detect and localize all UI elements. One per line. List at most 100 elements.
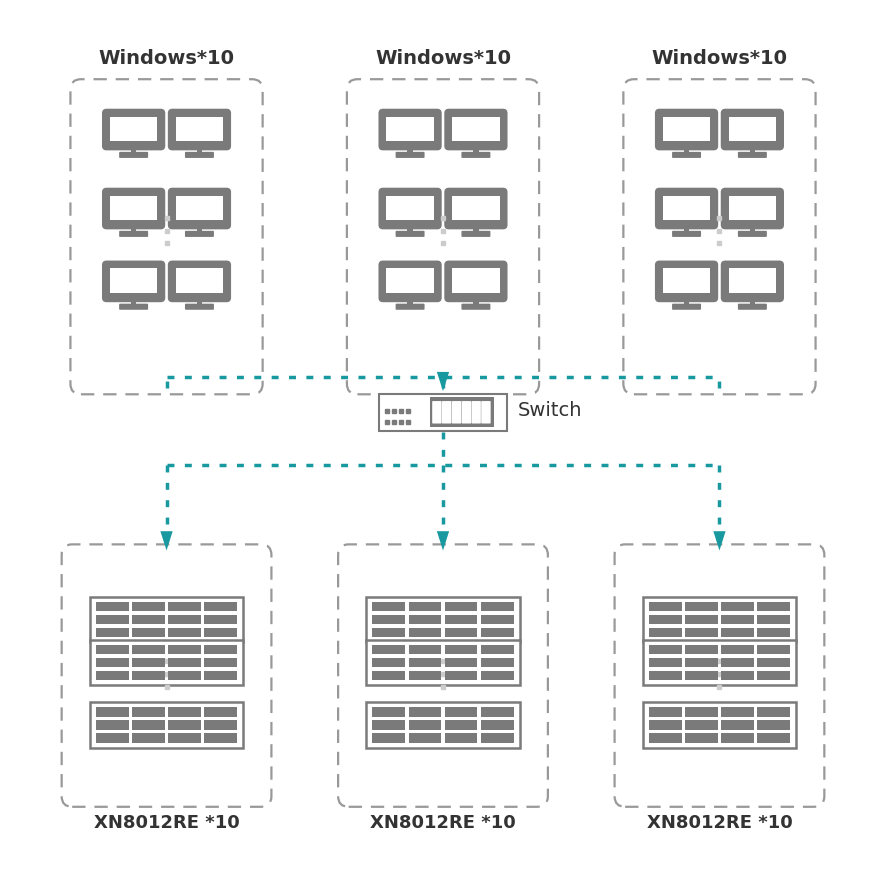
FancyBboxPatch shape — [445, 110, 507, 150]
FancyBboxPatch shape — [663, 117, 711, 143]
FancyBboxPatch shape — [649, 720, 681, 730]
FancyBboxPatch shape — [408, 707, 441, 717]
FancyBboxPatch shape — [168, 110, 230, 150]
Polygon shape — [437, 372, 449, 392]
FancyBboxPatch shape — [119, 304, 148, 310]
FancyBboxPatch shape — [205, 707, 237, 717]
FancyBboxPatch shape — [366, 640, 520, 685]
FancyBboxPatch shape — [205, 628, 237, 637]
FancyBboxPatch shape — [132, 628, 165, 637]
Bar — [750, 146, 755, 152]
Bar — [408, 225, 413, 232]
FancyBboxPatch shape — [168, 261, 230, 301]
FancyBboxPatch shape — [89, 597, 244, 642]
FancyBboxPatch shape — [758, 720, 790, 730]
FancyBboxPatch shape — [659, 141, 714, 146]
FancyBboxPatch shape — [372, 720, 405, 730]
FancyBboxPatch shape — [185, 231, 214, 237]
FancyBboxPatch shape — [106, 141, 161, 146]
FancyBboxPatch shape — [205, 671, 237, 680]
FancyBboxPatch shape — [685, 720, 718, 730]
Bar — [197, 225, 202, 232]
FancyBboxPatch shape — [462, 231, 490, 237]
Bar — [197, 298, 202, 305]
FancyBboxPatch shape — [379, 110, 441, 150]
FancyBboxPatch shape — [481, 628, 514, 637]
FancyBboxPatch shape — [649, 707, 681, 717]
FancyBboxPatch shape — [372, 657, 405, 667]
FancyBboxPatch shape — [445, 602, 478, 611]
FancyBboxPatch shape — [685, 602, 718, 611]
Text: XN8012RE *10: XN8012RE *10 — [370, 814, 516, 832]
FancyBboxPatch shape — [445, 720, 478, 730]
FancyBboxPatch shape — [383, 220, 438, 225]
FancyBboxPatch shape — [103, 110, 164, 150]
FancyBboxPatch shape — [445, 657, 478, 667]
FancyBboxPatch shape — [408, 720, 441, 730]
FancyBboxPatch shape — [366, 702, 520, 748]
FancyBboxPatch shape — [445, 645, 478, 654]
FancyBboxPatch shape — [379, 261, 441, 301]
FancyBboxPatch shape — [452, 117, 500, 143]
FancyBboxPatch shape — [481, 720, 514, 730]
Text: Switch: Switch — [517, 401, 582, 420]
FancyBboxPatch shape — [649, 628, 681, 637]
FancyBboxPatch shape — [172, 292, 227, 298]
FancyBboxPatch shape — [408, 657, 441, 667]
FancyBboxPatch shape — [96, 733, 128, 742]
Bar — [131, 298, 136, 305]
FancyBboxPatch shape — [758, 657, 790, 667]
FancyBboxPatch shape — [481, 657, 514, 667]
Polygon shape — [437, 532, 449, 550]
FancyBboxPatch shape — [728, 196, 776, 222]
FancyBboxPatch shape — [110, 196, 158, 222]
FancyBboxPatch shape — [728, 117, 776, 143]
FancyBboxPatch shape — [106, 292, 161, 298]
FancyBboxPatch shape — [205, 657, 237, 667]
FancyBboxPatch shape — [89, 640, 244, 685]
FancyBboxPatch shape — [448, 141, 503, 146]
Polygon shape — [713, 532, 726, 550]
FancyBboxPatch shape — [663, 268, 711, 294]
FancyBboxPatch shape — [172, 220, 227, 225]
FancyBboxPatch shape — [205, 720, 237, 730]
FancyBboxPatch shape — [172, 141, 227, 146]
FancyBboxPatch shape — [721, 707, 754, 717]
FancyBboxPatch shape — [462, 304, 490, 310]
FancyBboxPatch shape — [685, 615, 718, 625]
FancyBboxPatch shape — [481, 733, 514, 742]
FancyBboxPatch shape — [372, 628, 405, 637]
FancyBboxPatch shape — [722, 261, 783, 301]
FancyBboxPatch shape — [89, 702, 244, 748]
FancyBboxPatch shape — [132, 657, 165, 667]
FancyBboxPatch shape — [119, 231, 148, 237]
FancyBboxPatch shape — [386, 196, 434, 222]
FancyBboxPatch shape — [738, 152, 767, 158]
FancyBboxPatch shape — [738, 304, 767, 310]
FancyBboxPatch shape — [738, 231, 767, 237]
FancyBboxPatch shape — [445, 707, 478, 717]
FancyBboxPatch shape — [168, 615, 201, 625]
Text: XN8012RE *10: XN8012RE *10 — [647, 814, 792, 832]
Bar — [750, 298, 755, 305]
FancyBboxPatch shape — [96, 671, 128, 680]
FancyBboxPatch shape — [758, 628, 790, 637]
FancyBboxPatch shape — [442, 401, 452, 424]
Bar — [197, 146, 202, 152]
FancyBboxPatch shape — [168, 628, 201, 637]
Bar — [684, 298, 689, 305]
FancyBboxPatch shape — [103, 261, 164, 301]
FancyBboxPatch shape — [725, 141, 780, 146]
FancyBboxPatch shape — [722, 110, 783, 150]
FancyBboxPatch shape — [445, 628, 478, 637]
FancyBboxPatch shape — [649, 733, 681, 742]
FancyBboxPatch shape — [408, 602, 441, 611]
FancyBboxPatch shape — [663, 196, 711, 222]
Bar — [408, 146, 413, 152]
FancyBboxPatch shape — [758, 615, 790, 625]
FancyBboxPatch shape — [383, 141, 438, 146]
FancyBboxPatch shape — [721, 602, 754, 611]
FancyBboxPatch shape — [445, 189, 507, 229]
Text: Windows*10: Windows*10 — [98, 49, 235, 68]
FancyBboxPatch shape — [452, 268, 500, 294]
